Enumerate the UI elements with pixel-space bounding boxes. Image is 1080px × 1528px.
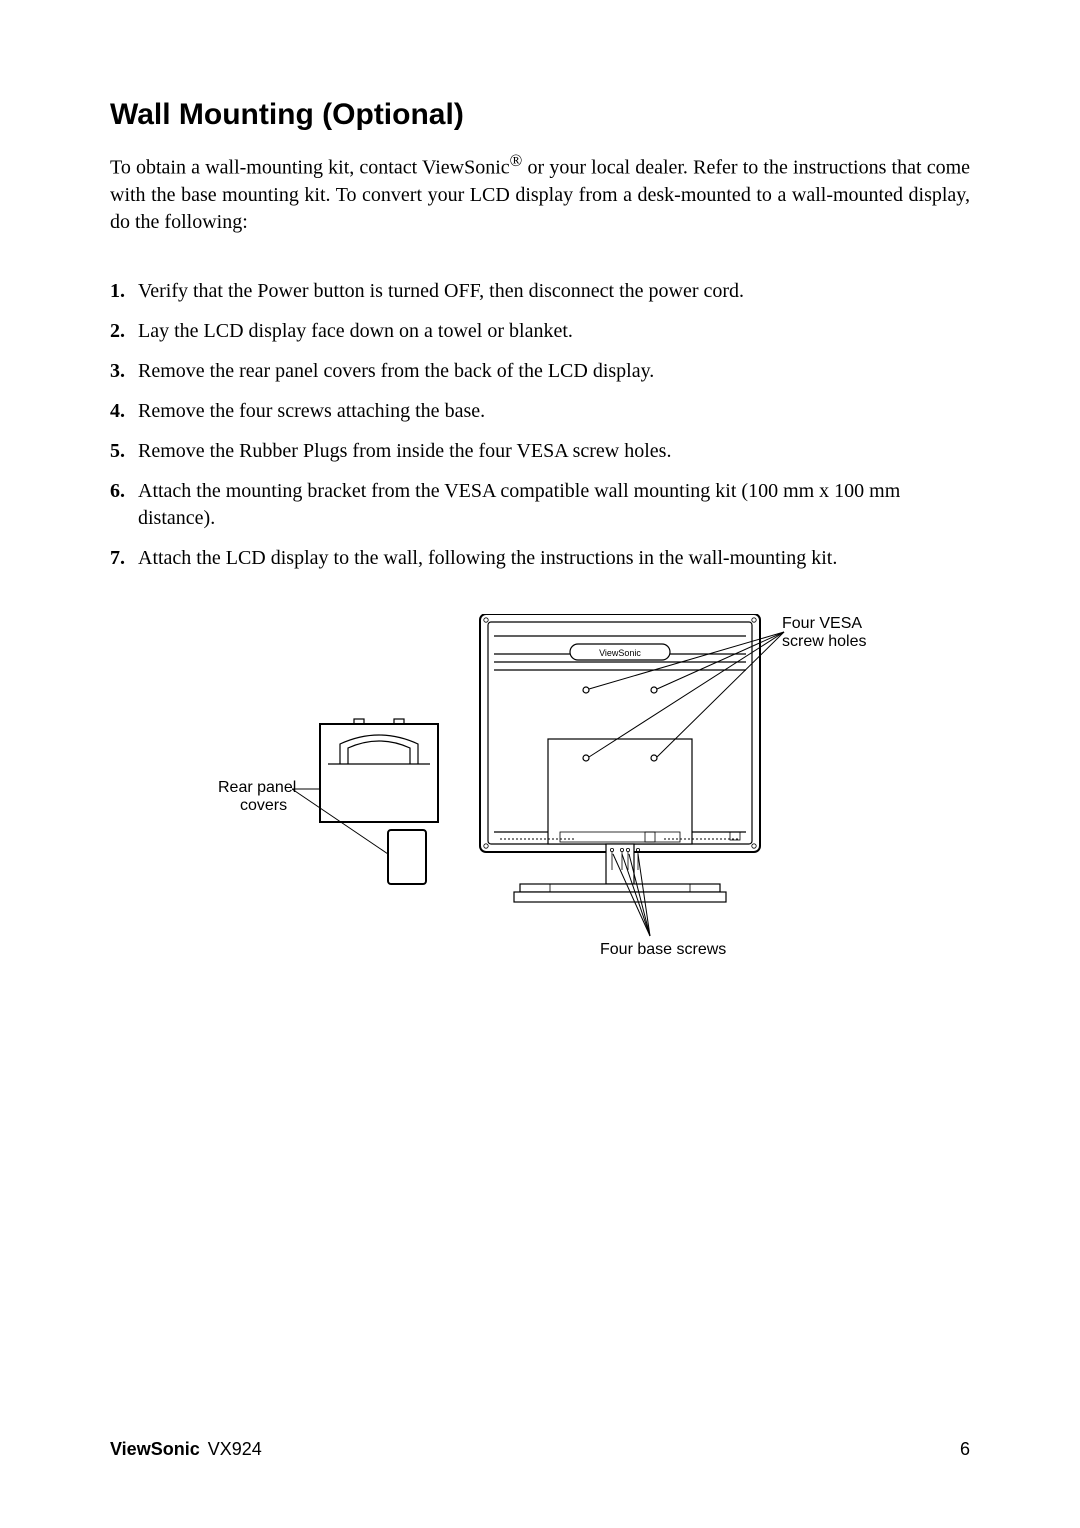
step-item: 6.Attach the mounting bracket from the V… — [110, 478, 970, 532]
step-text: Remove the Rubber Plugs from inside the … — [138, 438, 970, 465]
step-item: 2.Lay the LCD display face down on a tow… — [110, 318, 970, 345]
step-number: 2. — [110, 318, 138, 345]
step-number: 6. — [110, 478, 138, 532]
svg-text:ViewSonic: ViewSonic — [599, 648, 641, 658]
step-item: 1.Verify that the Power button is turned… — [110, 278, 970, 305]
step-text: Verify that the Power button is turned O… — [138, 278, 970, 305]
step-text: Lay the LCD display face down on a towel… — [138, 318, 970, 345]
step-item: 7.Attach the LCD display to the wall, fo… — [110, 545, 970, 572]
page-heading: Wall Mounting (Optional) — [110, 98, 970, 132]
step-text: Attach the LCD display to the wall, foll… — [138, 545, 970, 572]
diagram-container: ViewSonic Rear panelcovers Four VESAscrew … — [110, 614, 970, 974]
step-number: 3. — [110, 358, 138, 385]
step-item: 3.Remove the rear panel covers from the … — [110, 358, 970, 385]
footer-left: ViewSonic VX924 — [110, 1439, 262, 1460]
monitor-diagram: ViewSonic Rear panelcovers Four VESAscrew … — [170, 614, 910, 974]
step-text: Attach the mounting bracket from the VES… — [138, 478, 970, 532]
steps-list: 1.Verify that the Power button is turned… — [110, 278, 970, 572]
step-number: 4. — [110, 398, 138, 425]
step-text: Remove the four screws attaching the bas… — [138, 398, 970, 425]
intro-part-a: To obtain a wall-mounting kit, contact V… — [110, 157, 510, 179]
registered-mark: ® — [510, 151, 523, 170]
svg-text:screw holes: screw holes — [782, 633, 866, 650]
svg-text:Four VESA: Four VESA — [782, 615, 862, 632]
step-number: 5. — [110, 438, 138, 465]
step-item: 4.Remove the four screws attaching the b… — [110, 398, 970, 425]
svg-text:Four base screws: Four base screws — [600, 941, 726, 958]
footer-model: VX924 — [208, 1439, 262, 1459]
svg-text:Rear panel: Rear panel — [218, 779, 296, 796]
step-number: 7. — [110, 545, 138, 572]
intro-paragraph: To obtain a wall-mounting kit, contact V… — [110, 150, 970, 236]
svg-text:covers: covers — [240, 797, 287, 814]
footer-page-number: 6 — [960, 1439, 970, 1460]
page-footer: ViewSonic VX924 6 — [110, 1439, 970, 1460]
footer-brand: ViewSonic — [110, 1439, 200, 1459]
step-item: 5.Remove the Rubber Plugs from inside th… — [110, 438, 970, 465]
step-text: Remove the rear panel covers from the ba… — [138, 358, 970, 385]
step-number: 1. — [110, 278, 138, 305]
